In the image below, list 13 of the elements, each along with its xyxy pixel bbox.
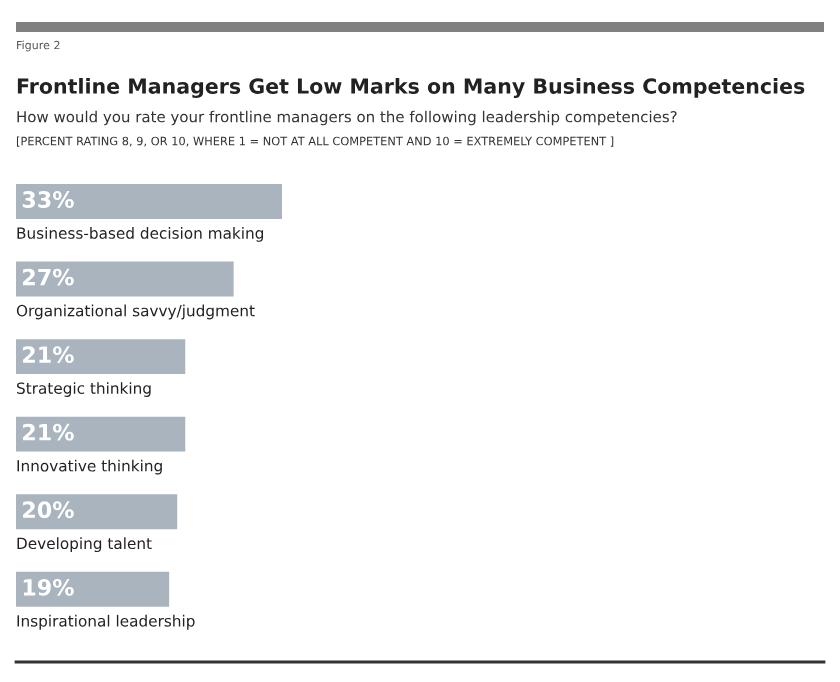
- data-label: 27%: [23, 268, 74, 286]
- bar: [16, 416, 186, 452]
- bar: [16, 261, 234, 297]
- data-label: 21%: [23, 423, 74, 441]
- bar: [16, 494, 178, 530]
- text: Frontline Managers Get Low Marks on Many Business Competencies: [17, 77, 805, 99]
- bar: [16, 339, 186, 375]
- data-label: 21%: [23, 346, 74, 364]
- data-label: 33%: [22, 191, 74, 208]
- data-label: 20%: [23, 501, 74, 519]
- bar: [16, 571, 170, 607]
- bar: [16, 184, 282, 219]
- data-label: 19%: [23, 578, 74, 596]
